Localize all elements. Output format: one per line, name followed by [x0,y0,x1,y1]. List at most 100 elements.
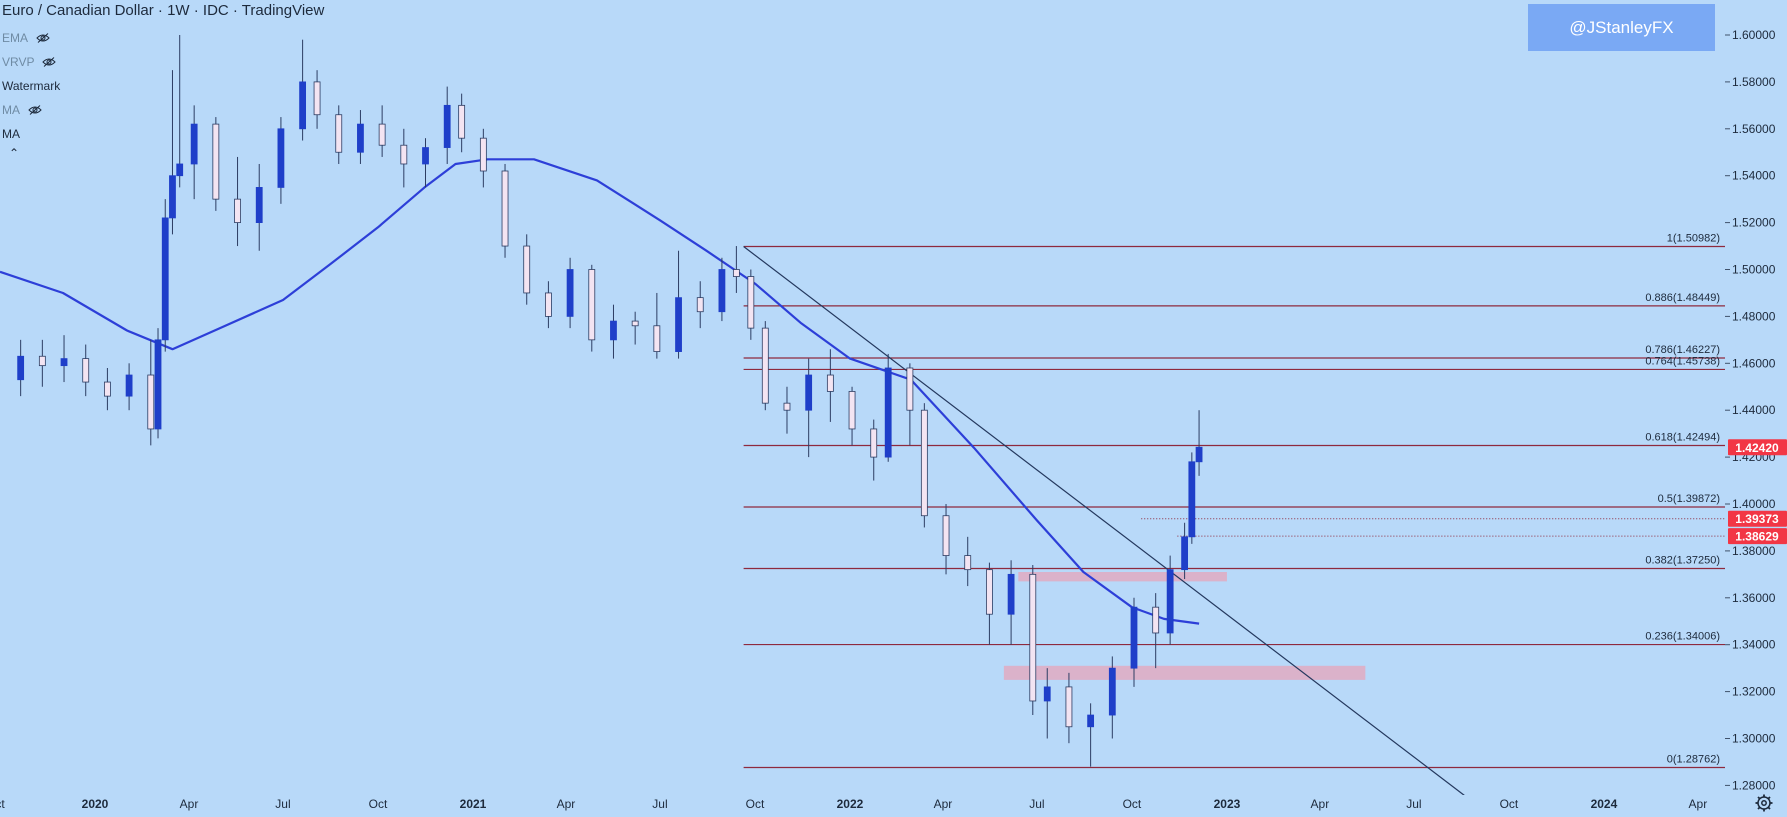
x-tick-label-17: 2024 [1591,797,1618,811]
price-tag-label-1: 1.39373 [1735,512,1779,526]
candle-body-20 [378,123,386,146]
indicator-ma[interactable]: MA [2,122,60,146]
candle-body-62 [1195,446,1203,463]
candle-body-43 [848,391,856,430]
candle-body-25 [479,137,487,172]
y-tick-label-4: 1.36000 [1732,591,1776,605]
y-tick-label-8: 1.44000 [1732,403,1776,417]
fib-label-7: 0.236(1.34006) [1645,631,1720,643]
x-tick-label-18: Apr [1689,797,1708,811]
x-tick-label-9: 2022 [837,797,864,811]
y-tick-label-6: 1.40000 [1732,497,1776,511]
y-tick-label-12: 1.52000 [1732,216,1776,230]
candle-body-44 [870,428,878,458]
watermark-badge: @JStanleyFX [1528,4,1715,51]
x-tick-label-15: Jul [1406,797,1421,811]
candle-body-16 [299,81,307,130]
candle-body-55 [1087,714,1095,728]
fib-label-0: 1(1.50982) [1667,232,1720,244]
candle-body-34 [675,297,682,352]
candle-body-57 [1130,606,1138,669]
candle-body-42 [826,374,834,392]
eye-off-icon[interactable] [36,33,50,43]
candle-body-7 [154,339,162,430]
time-axis-background [0,795,1787,817]
y-tick-label-15: 1.58000 [1732,75,1776,89]
candle-body-52 [1029,573,1037,702]
eye-off-icon[interactable] [42,57,57,67]
candle-body-29 [566,269,574,317]
fib-label-6: 0.382(1.37250) [1645,554,1720,566]
candle-body-10 [176,163,184,177]
candle-body-48 [942,515,950,556]
candle-body-54 [1065,686,1073,728]
candle-body-40 [783,402,791,411]
y-tick-label-13: 1.54000 [1732,169,1776,183]
candle-body-21 [400,144,408,165]
candle-body-13 [234,198,241,223]
y-tick-label-0: 1.28000 [1732,778,1776,792]
price-tag-label-0: 1.42420 [1735,441,1779,455]
price-tag-2 [1728,528,1787,545]
fib-label-5: 0.5(1.39872) [1658,493,1720,505]
y-tick-label-16: 1.60000 [1732,28,1776,42]
chevron-up-icon[interactable]: ⌃ [8,146,20,160]
candle-body-5 [125,374,133,397]
gear-icon[interactable] [1754,793,1774,813]
x-tick-label-5: 2021 [460,797,487,811]
candle-body-30 [588,269,596,341]
candle-body-15 [277,128,285,188]
candle-body-50 [986,569,993,615]
indicator-watermark-label: Watermark [2,79,61,93]
x-tick-label-14: Apr [1311,797,1330,811]
candle-body-51 [1007,573,1015,615]
support-zone-0 [1018,572,1227,582]
x-tick-label-11: Jul [1029,797,1044,811]
candle-body-46 [906,367,914,411]
indicator-legend: EMA VRVP Watermark MA MA ⌃ [2,26,60,164]
indicator-ma-hidden-label: MA [2,103,20,117]
candle-body-32 [631,320,639,327]
indicator-watermark[interactable]: Watermark [2,74,60,98]
candle-body-18 [335,114,343,153]
x-tick-label-12: Oct [1123,797,1142,811]
candle-body-56 [1108,667,1116,716]
candle-body-59 [1166,569,1174,634]
candle-body-17 [313,81,321,116]
candle-body-22 [422,147,429,165]
candle-body-3 [82,358,90,383]
x-tick-label-0: ct [0,797,5,811]
y-tick-label-2: 1.32000 [1732,685,1776,699]
price-tag-label-2: 1.38629 [1735,530,1779,544]
candle-body-60 [1181,536,1189,571]
moving-average-line [0,158,1200,625]
candle-body-36 [718,269,726,313]
fib-label-2: 0.786(1.46227) [1645,344,1720,356]
candle-body-39 [761,327,769,404]
y-tick-label-1: 1.30000 [1732,732,1776,746]
candle-body-26 [501,170,509,247]
support-zone-1 [1003,665,1366,680]
candle-body-2 [60,358,68,367]
x-tick-label-4: Oct [369,797,388,811]
candle-body-24 [458,104,466,139]
indicator-ma-label: MA [2,127,20,141]
x-tick-label-2: Apr [180,797,199,811]
y-tick-label-14: 1.56000 [1732,122,1776,136]
indicator-ema-label: EMA [2,31,29,45]
y-tick-label-9: 1.46000 [1732,356,1776,370]
candle-body-61 [1188,461,1196,538]
eye-off-icon[interactable] [28,105,42,115]
x-tick-label-6: Apr [557,797,576,811]
candle-body-58 [1152,606,1160,634]
price-axis-background [1725,0,1787,795]
candle-body-1 [38,355,46,367]
indicator-ema[interactable]: EMA [2,26,60,50]
candle-body-14 [255,187,263,224]
candle-body-6 [147,374,155,430]
indicator-vrvp[interactable]: VRVP [2,50,60,74]
y-tick-label-11: 1.50000 [1732,263,1776,277]
indicator-ma-hidden[interactable]: MA [2,98,60,122]
x-tick-label-8: Oct [746,797,765,811]
